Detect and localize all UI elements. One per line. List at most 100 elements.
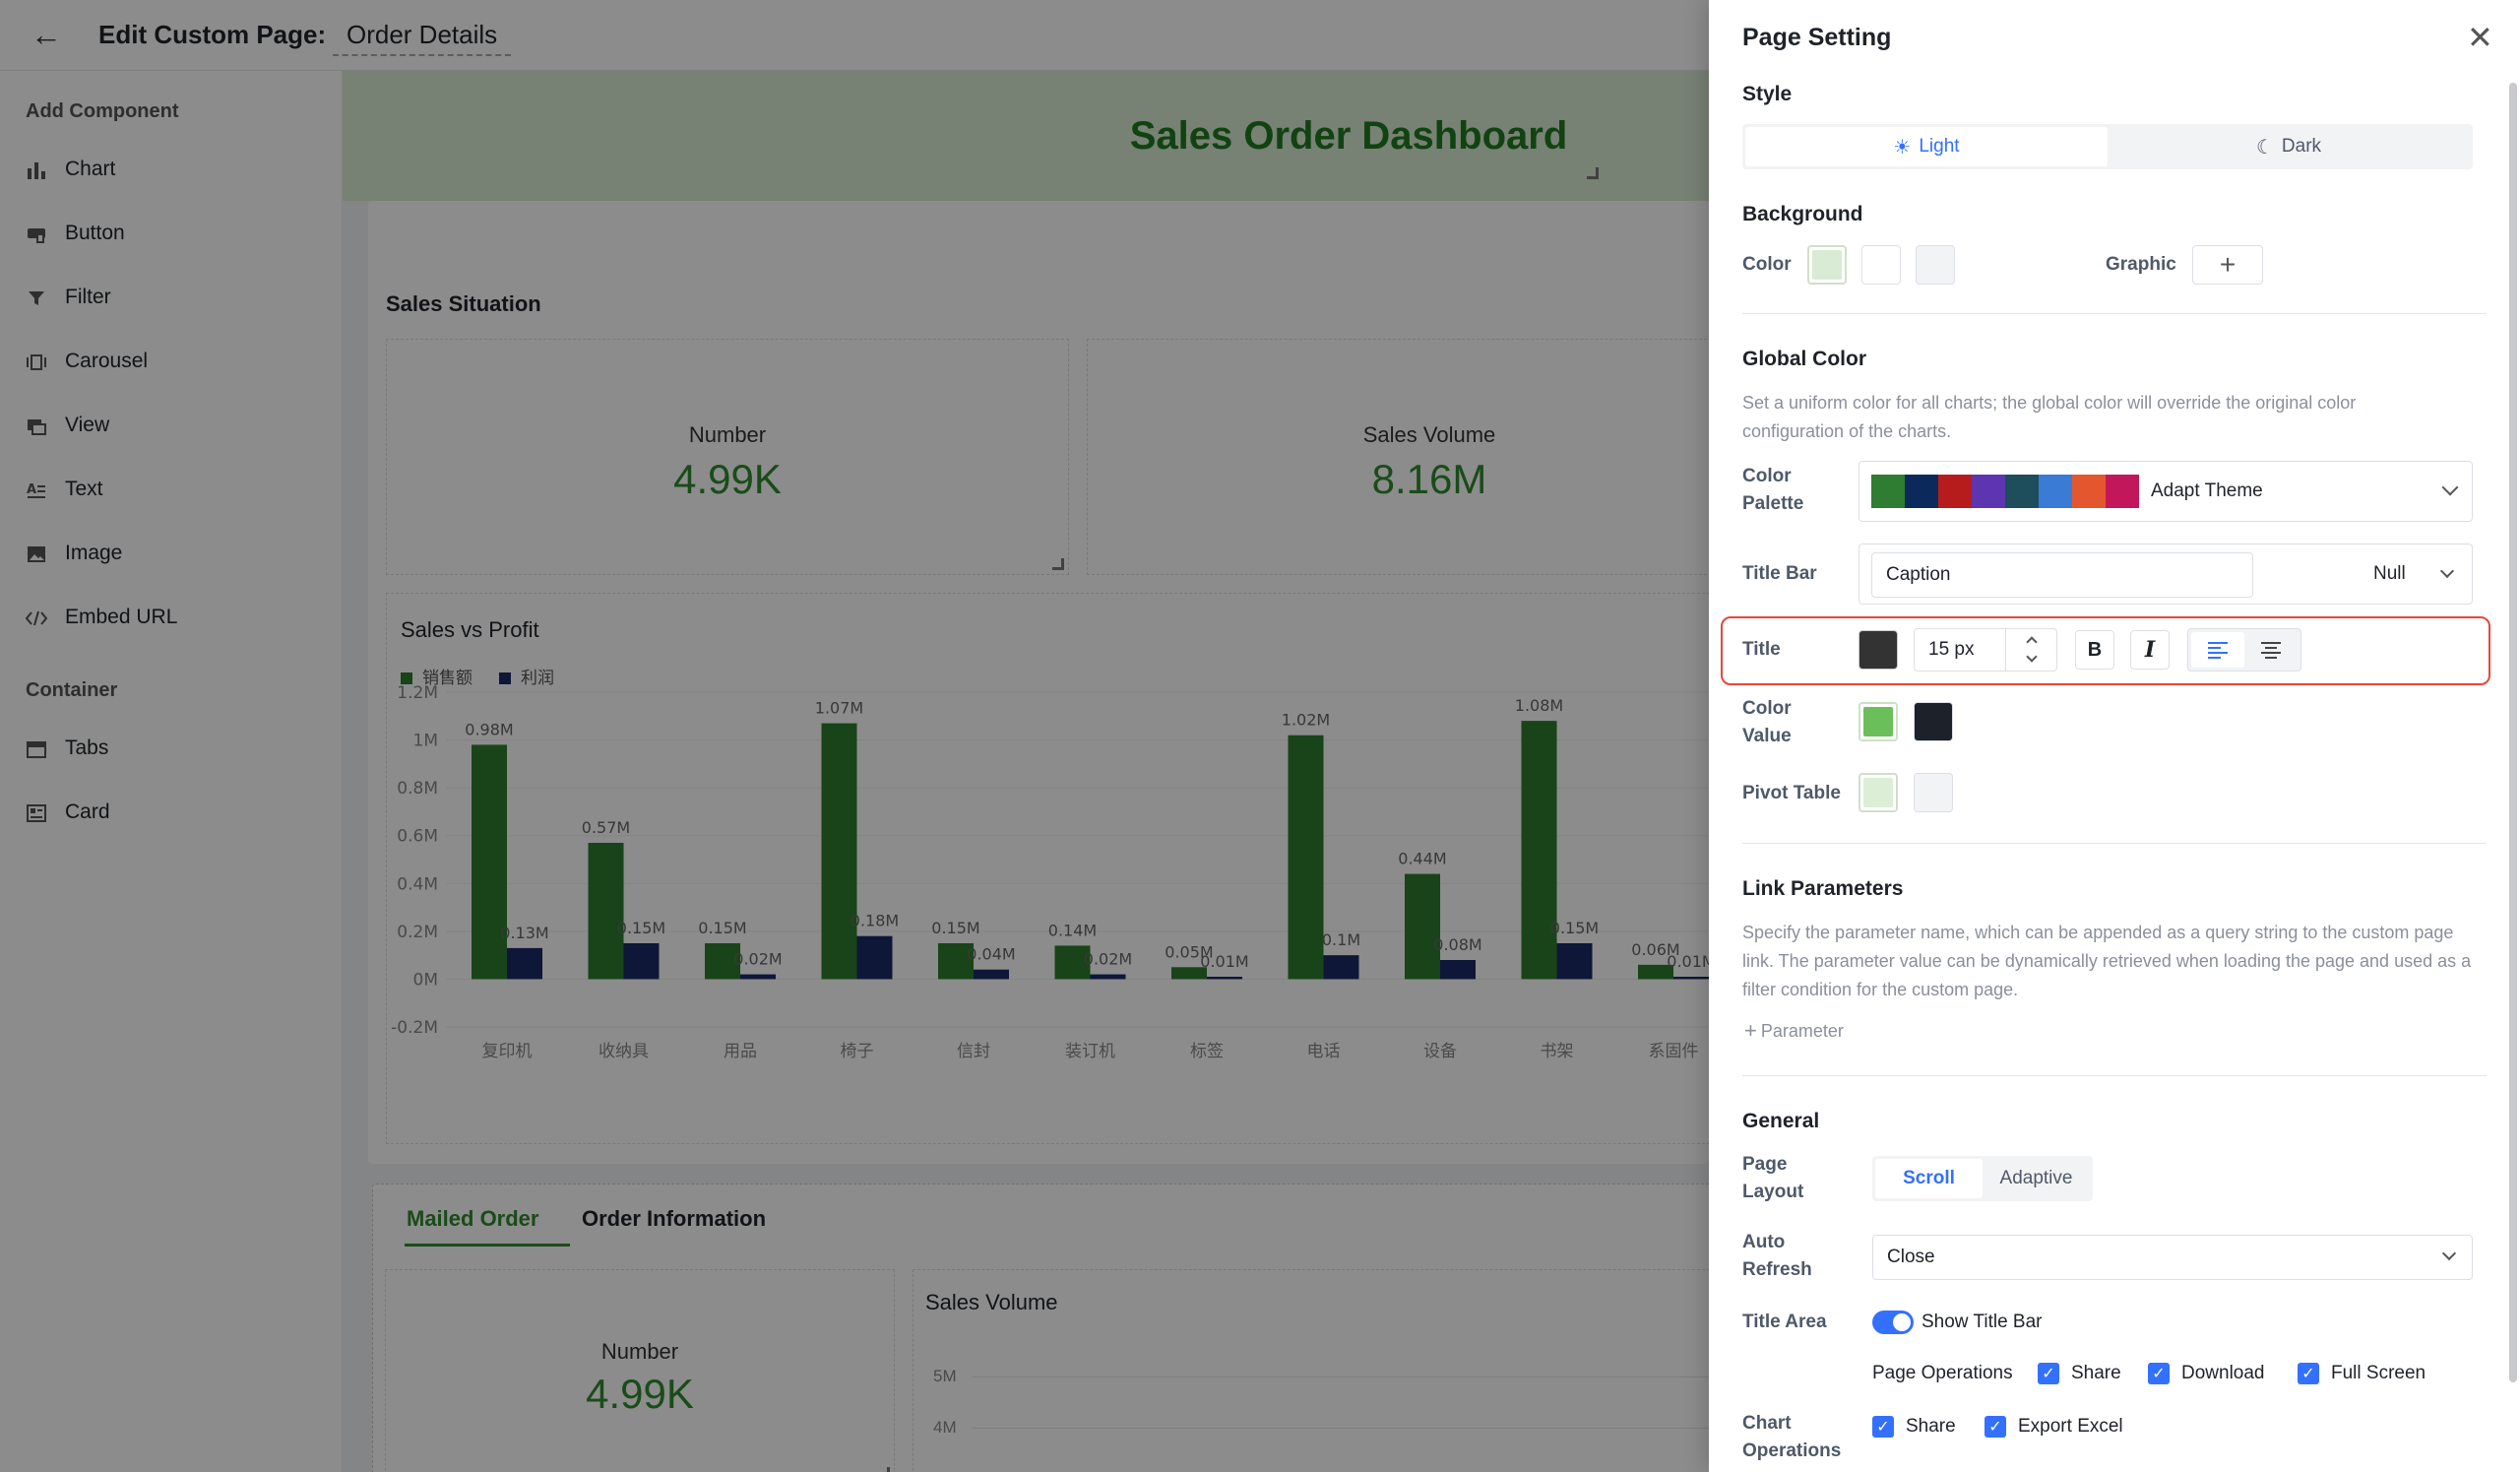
palette-color [1938, 475, 1972, 508]
sales-volume-chart[interactable]: Sales Volume 5M 4M [913, 1269, 1709, 1472]
export-excel-label: Export Excel [2018, 1416, 2123, 1437]
share-label: Share [2071, 1363, 2121, 1383]
sidebar-item-chart[interactable]: Chart [26, 152, 115, 187]
font-size-stepper[interactable]: 15 px [1914, 628, 2057, 672]
bg-color-swatch-white[interactable] [1861, 245, 1901, 285]
code-icon [26, 607, 47, 628]
sidebar-item-tabs[interactable]: Tabs [26, 731, 108, 766]
sales-situation-card[interactable]: Sales Situation Number 4.99K Sales Volum… [368, 201, 1709, 1164]
full-screen-checkbox[interactable]: ✓ [2298, 1363, 2319, 1384]
kpi-number[interactable]: Number 4.99K [386, 339, 1069, 575]
data-label: 0.02M [733, 950, 782, 969]
pivot-swatch-green[interactable] [1858, 773, 1898, 812]
sun-icon: ☀ [1893, 136, 1912, 159]
card-title: Sales Situation [386, 291, 541, 316]
pivot-swatch-gray[interactable] [1914, 773, 1953, 812]
bar [1673, 977, 1709, 980]
bar [1323, 955, 1359, 980]
bar-chart: 销售额 利润 1.2M 1M 0.8M 0.6M 0.4M 0.2M 0M -0.2M 0.98M 0… [391, 669, 1709, 1061]
container-heading: Container [26, 679, 118, 701]
layout-adaptive-option[interactable]: Adaptive [1999, 1168, 2073, 1188]
add-graphic-button[interactable]: + [2192, 245, 2263, 285]
sidebar-item-text[interactable]: A Text [26, 472, 103, 507]
tab-order-information[interactable]: Order Information [582, 1206, 767, 1231]
add-parameter-label: Parameter [1760, 1020, 1844, 1041]
download-checkbox[interactable]: ✓ [2148, 1363, 2170, 1384]
page-name-field[interactable]: Order Details [333, 20, 512, 56]
title-bar-input[interactable]: Caption [1871, 552, 2253, 598]
title-color-swatch[interactable] [1858, 630, 1898, 670]
style-light-option[interactable]: ☀ Light [1745, 127, 2108, 166]
data-label: 1.07M [815, 699, 863, 718]
chart-title: Sales vs Profit [401, 617, 539, 642]
add-parameter-button[interactable]: + Parameter [1744, 1018, 1844, 1044]
sidebar-item-card[interactable]: Card [26, 795, 110, 830]
y-tick-label: 0.2M [397, 923, 438, 942]
x-tick-label: 设备 [1423, 1042, 1457, 1061]
kpi-number[interactable]: Number 4.99K [385, 1269, 895, 1472]
bar [974, 969, 1009, 980]
title-bar-option-select[interactable]: Null [2373, 563, 2406, 584]
view-icon [26, 415, 47, 436]
kpi-value: 8.16M [1371, 456, 1487, 502]
option-label: Dark [2281, 136, 2322, 157]
show-title-bar-switch[interactable] [1872, 1311, 1914, 1334]
data-label: 0.57M [582, 818, 630, 837]
y-tick-label: 0.6M [397, 827, 438, 847]
x-tick-label: 复印机 [482, 1042, 533, 1061]
bold-button[interactable]: B [2075, 630, 2114, 670]
sidebar-item-label: Embed URL [65, 606, 178, 628]
legend-marker [499, 672, 511, 684]
chevron-down-icon[interactable] [2026, 651, 2038, 663]
legend-label: 利润 [521, 669, 554, 688]
back-arrow-icon[interactable]: ← [31, 17, 62, 52]
resize-handle-icon[interactable] [1052, 558, 1064, 570]
auto-refresh-select[interactable]: Close [1872, 1235, 2473, 1280]
italic-button[interactable]: I [2130, 630, 2170, 670]
y-tick-label: -0.2M [391, 1018, 438, 1038]
palette-color [1871, 475, 1905, 508]
legend-marker [401, 672, 412, 684]
bg-color-swatch-green[interactable] [1807, 245, 1847, 285]
sidebar-item-filter[interactable]: Filter [26, 280, 111, 315]
bar [588, 843, 624, 980]
sidebar-item-embed-url[interactable]: Embed URL [26, 600, 177, 635]
x-tick-label: 电话 [1307, 1042, 1341, 1061]
page-operations-label: Page Operations [1872, 1363, 2013, 1383]
chevron-up-icon[interactable] [2026, 636, 2038, 648]
dashboard-title-bar[interactable] [343, 71, 1709, 201]
sales-vs-profit-chart[interactable]: Sales vs Profit 销售额 利润 1.2M 1M 0.8M 0.6M 0.4M 0… [386, 593, 1709, 1144]
tab-mailed-order[interactable]: Mailed Order [405, 1206, 570, 1247]
color-value-swatch-green[interactable] [1858, 702, 1898, 741]
chart-operations-label: Chart Operations [1742, 1413, 1842, 1461]
sidebar-item-button[interactable]: Button [26, 216, 125, 251]
style-dark-option[interactable]: ☾ Dark [2108, 127, 2470, 166]
color-palette-select[interactable]: Adapt Theme [1858, 461, 2473, 522]
background-heading: Background [1742, 203, 1863, 225]
sidebar-item-image[interactable]: Image [26, 536, 122, 571]
color-value-swatch-dark[interactable] [1914, 702, 1953, 741]
resize-handle-icon[interactable] [1587, 167, 1599, 179]
x-tick-label: 系固件 [1649, 1042, 1699, 1061]
layout-scroll-option[interactable]: Scroll [1875, 1159, 1983, 1198]
sidebar-item-view[interactable]: View [26, 408, 109, 443]
align-left-icon[interactable] [2191, 632, 2244, 668]
data-label: 0.14M [1048, 921, 1097, 939]
y-tick-label: 1M [413, 732, 438, 751]
resize-handle-icon[interactable] [878, 1467, 890, 1472]
kpi-sales-volume[interactable]: Sales Volume 8.16M [1087, 339, 1709, 575]
chart-share-checkbox[interactable]: ✓ [1872, 1416, 1894, 1438]
svg-text:A: A [27, 482, 36, 497]
data-label: 0.02M [1084, 950, 1132, 969]
x-tick-label: 椅子 [841, 1042, 874, 1061]
export-excel-checkbox[interactable]: ✓ [1984, 1416, 2006, 1438]
title-bar-label: Title Bar [1742, 563, 1817, 584]
sidebar-item-carousel[interactable]: Carousel [26, 344, 148, 379]
drawer-scrollbar[interactable] [2509, 83, 2517, 1382]
bg-color-swatch-gray[interactable] [1916, 245, 1955, 285]
sidebar-item-label: View [65, 414, 110, 436]
close-icon[interactable]: ✕ [2467, 20, 2493, 55]
moon-icon: ☾ [2255, 136, 2274, 159]
align-center-icon[interactable] [2244, 632, 2298, 668]
share-checkbox[interactable]: ✓ [2038, 1363, 2059, 1384]
